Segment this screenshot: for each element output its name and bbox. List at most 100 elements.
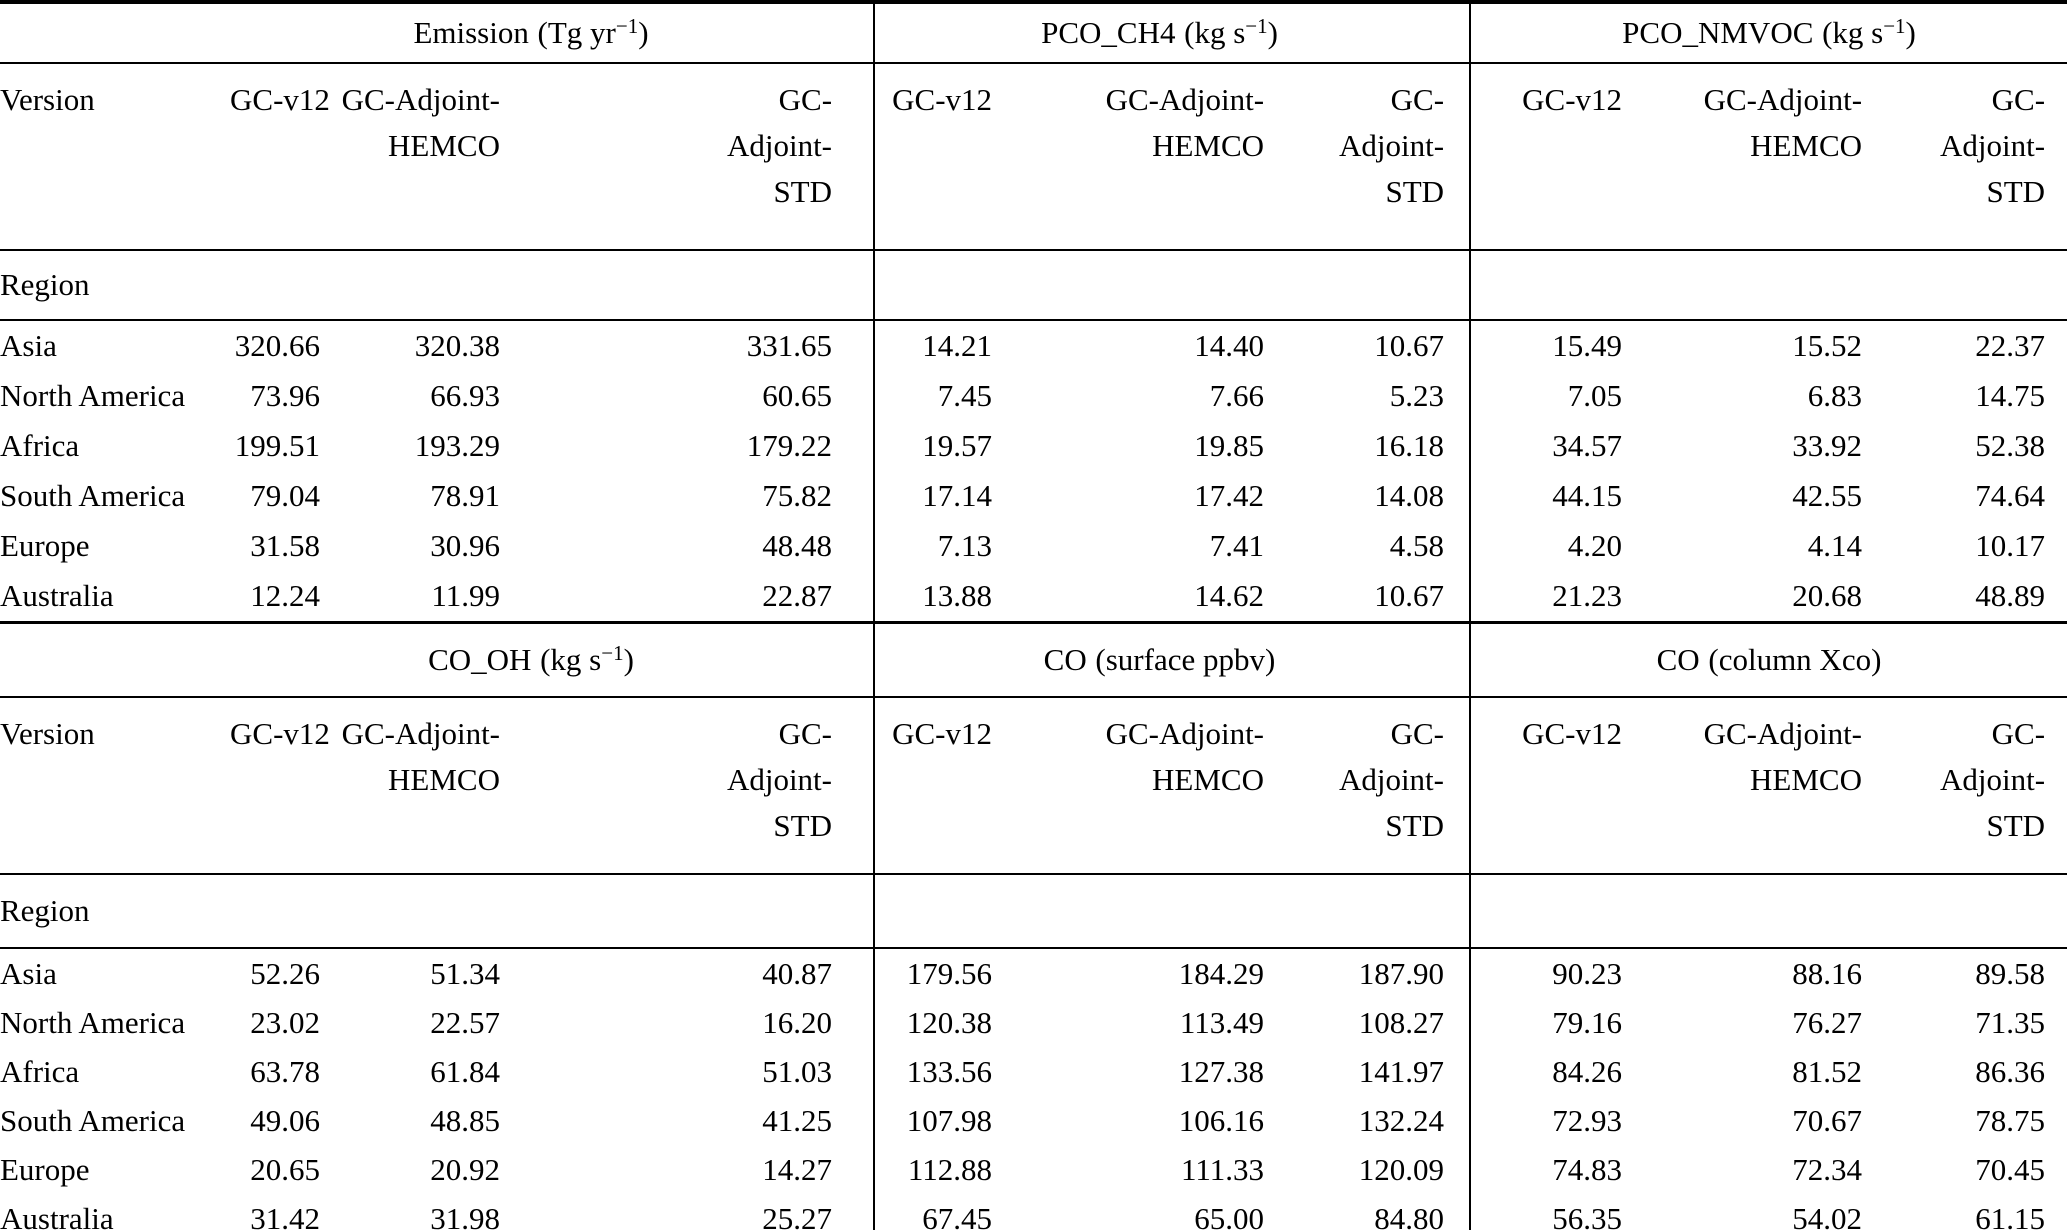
value-cell: 19.85 xyxy=(1194,428,1265,463)
region-label: Europe xyxy=(0,1151,90,1187)
group-title-text: CO_OH xyxy=(428,642,532,677)
region-header-empty-cell xyxy=(1470,250,1622,320)
region-header-empty-cell xyxy=(992,250,1264,320)
value-cell: 31.98 xyxy=(430,1200,500,1230)
value-cell: 33.92 xyxy=(1792,428,1863,463)
group-unit-close: ) xyxy=(1267,15,1278,50)
group-divider xyxy=(832,1096,875,1145)
region-header-label: Region xyxy=(0,267,90,302)
group-title-text: PCO_NMVOC xyxy=(1622,15,1814,50)
value-cell: 184.29 xyxy=(1178,955,1264,991)
value-cell: 70.45 xyxy=(1975,1151,2046,1187)
group-divider xyxy=(1444,250,1472,320)
region-label: South America xyxy=(0,1102,186,1138)
table-row: South America 49.06 48.85 41.25 107.98 106.16… xyxy=(0,1096,2067,1145)
value-cell: 16.18 xyxy=(1374,428,1445,463)
value-cell: 73.96 xyxy=(250,378,320,413)
value-cell: 25.27 xyxy=(762,1200,832,1230)
column-header-line: STD xyxy=(1986,174,2046,209)
value-cell: 90.23 xyxy=(1552,955,1622,991)
value-cell: 75.82 xyxy=(762,478,833,513)
value-cell: 44.15 xyxy=(1552,478,1623,513)
column-header-line: GC-Adjoint- xyxy=(1703,82,1863,117)
value-cell: 12.24 xyxy=(250,578,320,613)
version-header-label: Version xyxy=(0,82,95,117)
group-header-empty-cell xyxy=(0,2,230,63)
value-cell: 22.87 xyxy=(762,578,833,613)
column-header-cell: GC-v12 xyxy=(230,63,330,250)
value-cell: 10.67 xyxy=(1374,578,1445,613)
value-cell: 65.00 xyxy=(1194,1200,1264,1230)
group-divider xyxy=(832,1194,875,1230)
region-label: Europe xyxy=(0,528,90,563)
value-cell: 61.15 xyxy=(1975,1200,2046,1230)
value-cell: 74.64 xyxy=(1975,478,2046,513)
column-header-line: Adjoint- xyxy=(726,128,833,163)
value-cell: 331.65 xyxy=(746,328,833,363)
value-cell: 20.65 xyxy=(250,1151,320,1187)
group-divider xyxy=(1444,948,1471,998)
column-header-line: GC-v12 xyxy=(230,82,330,117)
column-header-cell: GC-v12 xyxy=(1470,63,1622,250)
group-title-text: CO xyxy=(1656,642,1700,677)
region-header-empty-cell xyxy=(992,874,1264,948)
column-header-line: Adjoint- xyxy=(1338,762,1444,797)
value-cell: 67.45 xyxy=(922,1200,992,1230)
group-divider xyxy=(832,874,875,948)
value-cell: 84.80 xyxy=(1374,1200,1444,1230)
column-header-line: GC-v12 xyxy=(1522,82,1623,117)
table-row: Australia 31.42 31.98 25.27 67.45 65.00 84.80 5… xyxy=(0,1194,2067,1230)
group-title-cell: PCO_CH4 (kg s−1) xyxy=(874,2,1444,63)
value-cell: 14.62 xyxy=(1194,578,1265,613)
column-header-cell: GC- Adjoint- STD xyxy=(1862,63,2067,250)
group-title-cell: Emission (Tg yr−1) xyxy=(230,2,832,63)
group-divider xyxy=(832,948,875,998)
column-header-cell: GC- Adjoint- STD xyxy=(1862,697,2067,874)
column-header-line: STD xyxy=(773,808,832,843)
region-header-empty-cell xyxy=(1264,874,1444,948)
value-cell: 10.17 xyxy=(1975,528,2046,563)
group-divider xyxy=(1444,471,1472,521)
value-cell: 60.65 xyxy=(762,378,833,413)
group-unit-text: (kg s xyxy=(1822,15,1884,50)
region-header-row: Region xyxy=(0,250,2067,320)
group-divider xyxy=(1444,320,1472,371)
group-divider xyxy=(1444,624,1471,697)
value-cell: 106.16 xyxy=(1178,1102,1264,1138)
column-header-line: Adjoint- xyxy=(1939,128,2046,163)
column-header-line: HEMCO xyxy=(1750,762,1862,797)
region-label: Africa xyxy=(0,1053,80,1089)
region-header-empty-cell xyxy=(1622,250,1862,320)
value-cell: 20.92 xyxy=(430,1151,500,1187)
region-label: Australia xyxy=(0,1200,114,1230)
group-divider xyxy=(1444,2,1472,63)
column-header-cell: GC-Adjoint- HEMCO xyxy=(1622,63,1862,250)
value-cell: 72.93 xyxy=(1552,1102,1622,1138)
value-cell: 16.20 xyxy=(762,1004,832,1040)
value-cell: 320.66 xyxy=(234,328,320,363)
value-cell: 120.38 xyxy=(906,1004,992,1040)
region-header-row: Region xyxy=(0,874,2067,948)
version-header-row: Version GC-v12 GC-Adjoint- HEMCO GC- Adjoint-… xyxy=(0,697,2067,874)
group-title-cell: PCO_NMVOC (kg s−1) xyxy=(1470,2,2067,63)
value-cell: 7.13 xyxy=(937,528,993,563)
value-cell: 31.42 xyxy=(250,1200,320,1230)
region-header-empty-cell xyxy=(230,250,320,320)
value-cell: 132.24 xyxy=(1358,1102,1444,1138)
value-cell: 88.16 xyxy=(1792,955,1862,991)
group-divider xyxy=(832,250,876,320)
value-cell: 107.98 xyxy=(906,1102,992,1138)
group-unit-superscript: −1 xyxy=(615,14,639,38)
table-row: South America 79.04 78.91 75.82 17.14 17.42 14… xyxy=(0,471,2067,521)
region-header-empty-cell xyxy=(1862,250,2067,320)
value-cell: 78.75 xyxy=(1975,1102,2046,1138)
region-header-empty-cell xyxy=(1264,250,1444,320)
value-cell: 17.14 xyxy=(922,478,993,513)
value-cell: 112.88 xyxy=(907,1151,992,1187)
column-header-line: STD xyxy=(773,174,833,209)
value-cell: 71.35 xyxy=(1975,1004,2046,1040)
column-header-cell: GC-v12 xyxy=(874,697,992,874)
value-cell: 79.04 xyxy=(250,478,320,513)
group-unit-text: (column Xco) xyxy=(1708,642,1882,677)
region-label: North America xyxy=(0,1004,186,1040)
